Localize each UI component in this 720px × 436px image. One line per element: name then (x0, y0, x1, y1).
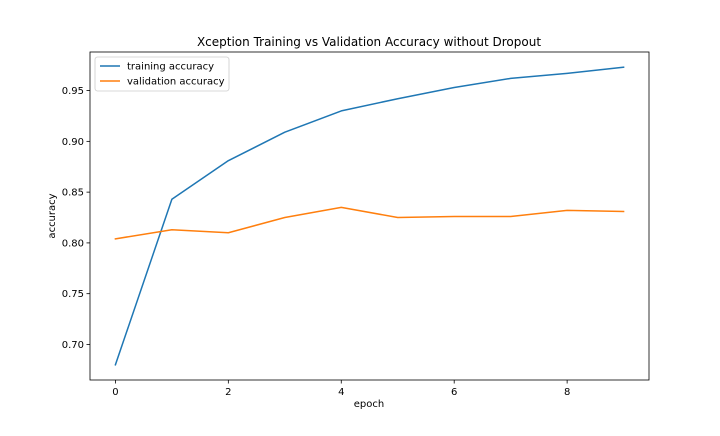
series-line-training-accuracy (115, 67, 623, 365)
legend-label-training-accuracy: training accuracy (127, 62, 214, 73)
x-axis: 0 2 4 6 8 (112, 380, 570, 398)
x-tick-label: 6 (451, 387, 457, 398)
x-tick-label: 0 (112, 387, 118, 398)
y-tick-label: 0.75 (62, 289, 84, 300)
x-tick-label: 2 (225, 387, 231, 398)
legend: training accuracy validation accuracy (95, 57, 229, 91)
chart-title: Xception Training vs Validation Accuracy… (197, 35, 541, 49)
x-tick-label: 8 (564, 387, 570, 398)
axes-frame (90, 52, 649, 380)
x-axis-label: epoch (354, 399, 384, 410)
y-tick-label: 0.90 (62, 137, 84, 148)
y-axis-label: accuracy (47, 193, 58, 238)
y-tick-label: 0.95 (62, 86, 84, 97)
y-tick-label: 0.85 (62, 188, 84, 199)
plot-area (115, 67, 623, 365)
x-tick-label: 4 (338, 387, 344, 398)
series-line-validation-accuracy (115, 207, 623, 238)
legend-label-validation-accuracy: validation accuracy (127, 77, 225, 88)
y-tick-label: 0.80 (62, 238, 84, 249)
y-axis: 0.70 0.75 0.80 0.85 0.90 0.95 (62, 86, 90, 351)
y-tick-label: 0.70 (62, 340, 84, 351)
